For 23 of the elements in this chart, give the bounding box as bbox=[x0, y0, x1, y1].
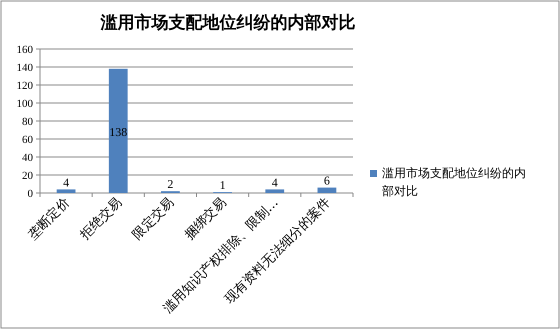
y-tick-label: 0 bbox=[28, 188, 34, 200]
y-tick-label: 160 bbox=[16, 44, 34, 56]
y-tick-label: 140 bbox=[16, 62, 34, 74]
legend-label: 滥用市场支配地位纠纷的内部对比 bbox=[382, 166, 526, 198]
y-tick-label: 80 bbox=[22, 116, 34, 128]
y-tick-label: 20 bbox=[22, 170, 34, 182]
data-label: 4 bbox=[63, 175, 70, 190]
chart-title: 滥用市场支配地位纠纷的内部对比 bbox=[100, 13, 356, 33]
bar bbox=[108, 68, 128, 193]
data-label: 138 bbox=[109, 124, 128, 139]
data-label: 6 bbox=[324, 174, 330, 188]
y-tick-label: 40 bbox=[22, 152, 34, 164]
x-tick-label: 拒绝交易 bbox=[76, 194, 126, 244]
data-label: 4 bbox=[272, 175, 278, 190]
y-tick-label: 60 bbox=[22, 134, 34, 146]
bar bbox=[265, 189, 284, 193]
data-label: 2 bbox=[167, 177, 174, 192]
bar bbox=[56, 189, 76, 193]
x-tick-label: 限定交易 bbox=[129, 194, 178, 243]
y-tick-label: 120 bbox=[16, 80, 34, 92]
bar bbox=[318, 188, 336, 193]
y-tick-label: 100 bbox=[16, 98, 34, 110]
data-label: 1 bbox=[220, 178, 226, 192]
